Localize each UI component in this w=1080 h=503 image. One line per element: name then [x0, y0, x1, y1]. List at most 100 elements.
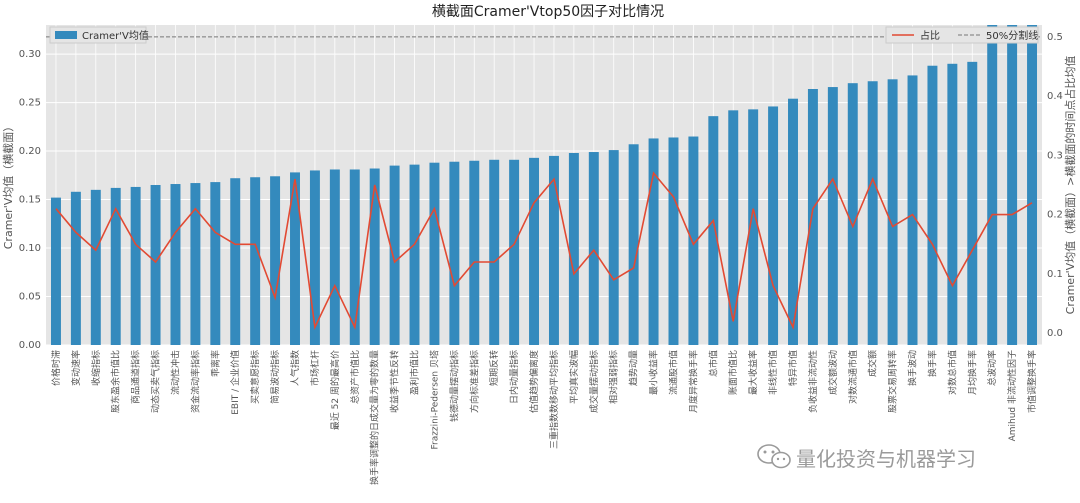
bar: [150, 185, 161, 345]
x-tick-label: 成交额: [867, 350, 879, 377]
y-right-tick-label: 0.0: [1047, 328, 1063, 339]
x-tick-label: 收益季节性反转: [389, 350, 401, 413]
x-tick-label: 市场杠杆: [309, 350, 321, 386]
x-tick-label: 收缩指标: [90, 350, 102, 386]
x-tick-label: 日内动量指标: [508, 350, 520, 404]
x-tick-label: 短期反转: [488, 350, 500, 386]
bar: [927, 65, 938, 346]
x-tick-label: 换手波动: [907, 350, 919, 386]
legend-line-label: 占比: [920, 29, 940, 42]
ratio-line: [55, 171, 1033, 330]
bar: [1027, 25, 1038, 345]
bar: [1007, 25, 1018, 345]
bar: [90, 189, 101, 345]
x-tick-label: 股票交易周转率: [887, 350, 899, 413]
y-left-tick-label: 0.25: [19, 98, 41, 109]
legend-left: Cramer'V均值: [49, 26, 149, 44]
x-tick-label: 换手率: [926, 350, 938, 377]
bar: [887, 79, 898, 345]
y-right-tick-label: 0.1: [1047, 269, 1063, 280]
bar: [110, 187, 121, 345]
x-tick-label: 趋势动量: [628, 350, 640, 386]
chart-title: 横截面Cramer'Vtop50因子对比情况: [432, 4, 664, 20]
y-left-tick-label: 0.20: [19, 146, 41, 157]
bar: [130, 186, 141, 345]
bar: [768, 106, 779, 345]
x-tick-label: 负收益非流动性: [807, 350, 819, 413]
x-tick-label: 商品通道指标: [130, 350, 142, 404]
bar: [628, 144, 639, 345]
bar: [807, 89, 818, 345]
bar: [529, 157, 540, 345]
x-tick-label: 对数流通市值: [847, 350, 859, 404]
bar: [489, 159, 500, 345]
y-axis-left: 0.00 0.05 0.10 0.15 0.20 0.25 0.30: [19, 49, 41, 351]
y-axis-right-label: Cramer'V均值（横截面）>横截面的时间点占比均值: [1063, 56, 1077, 315]
bar: [409, 164, 420, 345]
bar: [728, 110, 739, 345]
x-tick-label: 特异市值: [787, 350, 799, 386]
x-tick-label: 最大收益率: [747, 350, 759, 395]
bar: [688, 136, 699, 345]
x-tick-label: 成交量摆动指标: [588, 350, 600, 413]
x-tick-label: 钱德动量摆动指标: [448, 350, 460, 422]
x-tick-label: 乖离率: [209, 350, 221, 377]
x-tick-label: 总波动率: [986, 350, 998, 386]
bar: [70, 191, 81, 345]
x-tick-label: 买卖意愿指标: [249, 350, 261, 404]
bar: [509, 159, 520, 345]
y-left-tick-label: 0.05: [19, 292, 41, 303]
bar: [907, 75, 918, 345]
bar: [250, 177, 261, 345]
bar: [708, 116, 719, 345]
x-tick-label: 账面市值比: [727, 350, 739, 395]
y-axis-left-label: Cramer'V均值（横截面）: [1, 121, 15, 250]
x-tick-label: 总资产市值比: [349, 350, 361, 404]
bar-series: [50, 25, 1038, 346]
bar: [588, 152, 599, 345]
legend-bar-label: Cramer'V均值: [82, 29, 149, 42]
bar: [309, 170, 320, 345]
bar: [827, 87, 838, 345]
x-tick-label: 价格时滞: [50, 350, 62, 386]
x-tick-label: 资金流动率指标: [189, 350, 201, 413]
bar: [190, 183, 201, 345]
bar: [568, 153, 579, 345]
bar: [469, 160, 480, 345]
bar: [668, 137, 679, 345]
y-right-tick-label: 0.4: [1047, 91, 1063, 102]
x-tick-label: 方向标准差指标: [468, 350, 480, 413]
y-left-tick-label: 0.00: [19, 340, 41, 351]
x-tick-label: 流通股市值: [667, 350, 679, 395]
bar: [987, 25, 998, 345]
bar: [210, 182, 221, 345]
x-tick-label: 盈利市值比: [409, 350, 421, 395]
bar: [449, 161, 460, 345]
bar: [230, 178, 241, 345]
y-right-tick-label: 0.2: [1047, 210, 1063, 221]
y-left-tick-label: 0.15: [19, 195, 41, 206]
x-tick-label: 月度异常换手率: [687, 350, 699, 413]
bar: [748, 109, 759, 345]
y-right-tick-label: 0.5: [1047, 32, 1063, 43]
x-tick-label: 月均换手率: [966, 350, 978, 395]
legend-bar-swatch: [55, 31, 77, 39]
x-tick-label: 最近 52 周的最高价: [329, 350, 341, 430]
y-left-tick-label: 0.30: [19, 49, 41, 60]
bar: [50, 197, 61, 345]
y-left-tick-label: 0.10: [19, 243, 41, 254]
x-tick-label: 股东盈余市值比: [110, 350, 122, 413]
bar: [290, 172, 300, 345]
x-tick-label: EBIT / 企业价值: [229, 350, 241, 415]
bar: [429, 162, 440, 345]
line-series: [46, 36, 1042, 330]
bar: [788, 98, 798, 346]
x-tick-label: 成交额波动: [827, 350, 839, 395]
x-tick-label: 相对强弱指标: [608, 350, 620, 404]
legend-threshold-label: 50%分割线: [986, 29, 1038, 42]
bar: [170, 184, 181, 345]
x-tick-label: 简易波动指标: [269, 350, 281, 404]
x-tick-label: 平均真实波幅: [568, 350, 580, 404]
x-tick-label: 变动速率: [70, 350, 82, 386]
